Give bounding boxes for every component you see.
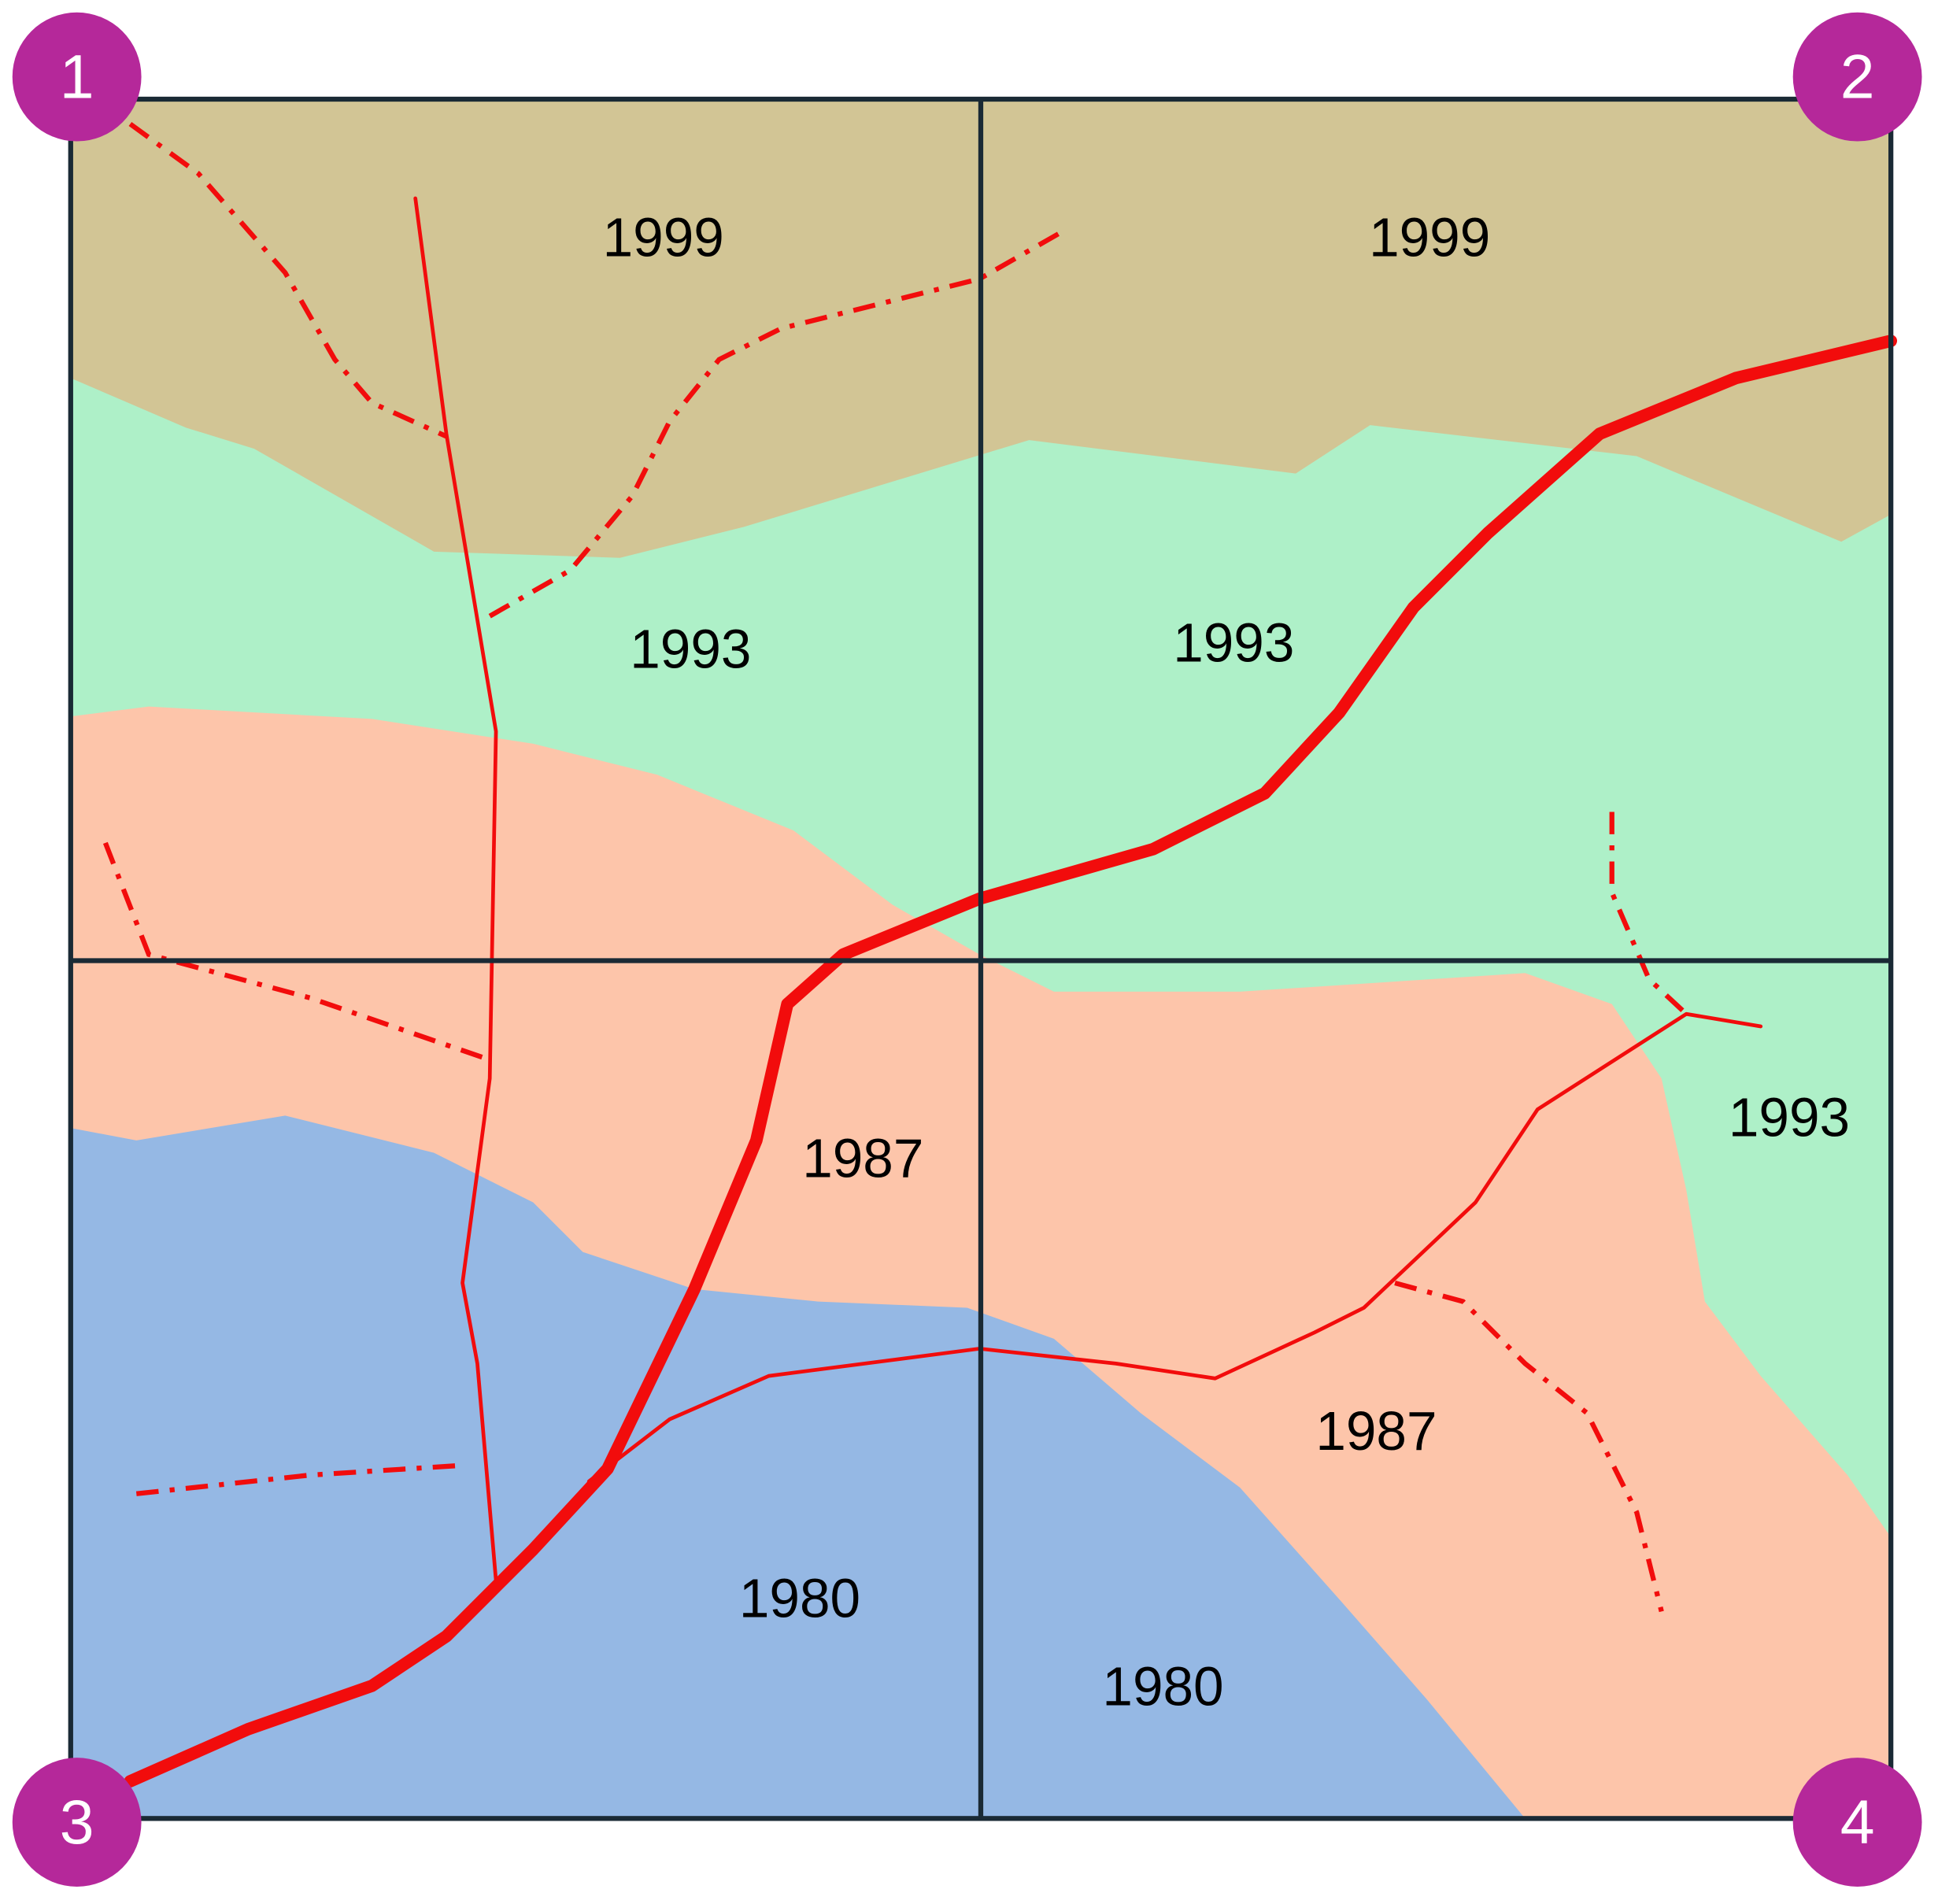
region-label: 1980	[739, 1568, 860, 1629]
region-label: 1999	[1369, 206, 1490, 268]
region-label: 1993	[630, 618, 751, 679]
region-label: 1993	[1729, 1087, 1850, 1148]
trail	[135, 1462, 465, 1496]
region-label: 1993	[1173, 612, 1294, 673]
trail	[488, 227, 1068, 619]
corner-marker	[12, 12, 142, 142]
road	[586, 1011, 1763, 1484]
corner-number: 2	[1840, 43, 1875, 112]
corner-number: 4	[1840, 1788, 1875, 1857]
corner-marker	[12, 1758, 142, 1887]
region-label: 1987	[1315, 1400, 1437, 1462]
corner-number: 3	[60, 1788, 94, 1857]
corner-marker	[1792, 12, 1922, 142]
trail	[128, 121, 448, 439]
corner-marker	[1792, 1758, 1922, 1887]
trail	[1394, 1280, 1664, 1613]
region-label: 1980	[1102, 1655, 1223, 1717]
main-road	[124, 335, 1898, 1788]
region-label: 1987	[802, 1128, 923, 1189]
trail	[1609, 812, 1688, 1016]
corner-number: 1	[60, 43, 94, 112]
region-label: 1999	[603, 206, 724, 268]
trail	[102, 841, 491, 1063]
